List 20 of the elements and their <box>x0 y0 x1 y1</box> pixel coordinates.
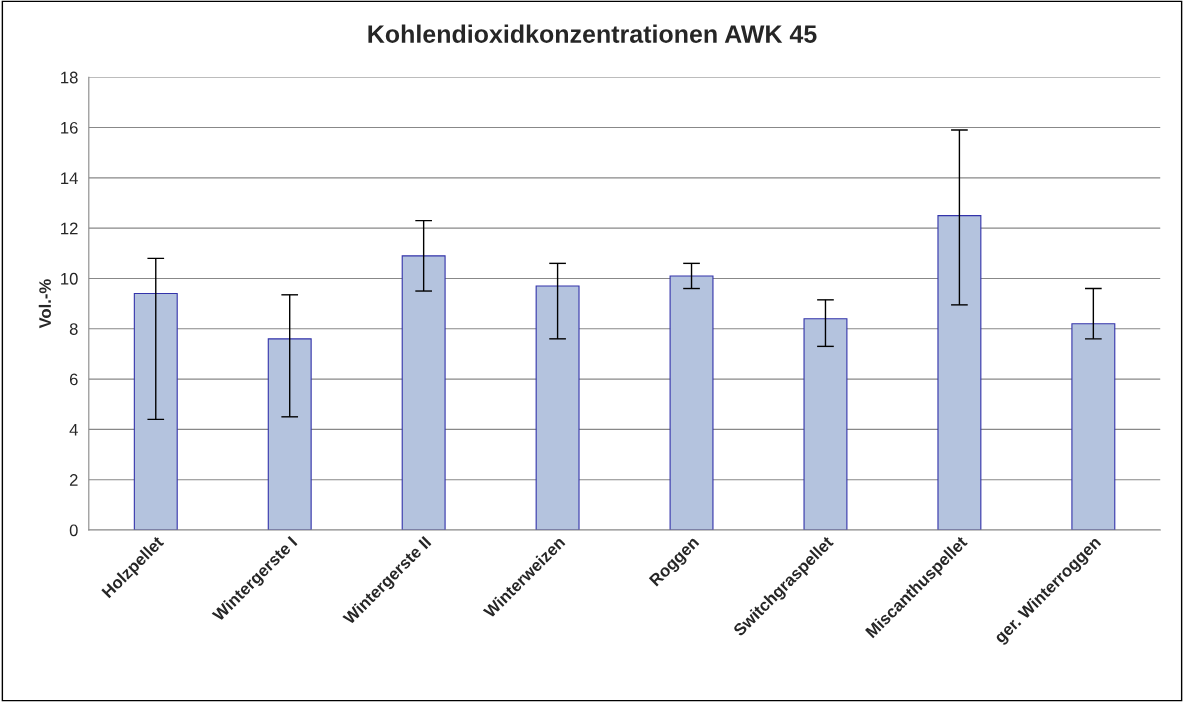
bar <box>803 318 848 531</box>
y-axis-title: Vol.-% <box>38 279 51 329</box>
bar <box>133 292 178 531</box>
chart-title: Kohlendioxidkonzentrationen AWK 45 <box>368 24 817 43</box>
y-tick-label: 18 <box>61 71 78 84</box>
y-tick-label: 12 <box>61 222 78 235</box>
y-tick-label: 6 <box>69 373 78 386</box>
y-tick-label: 14 <box>61 172 78 184</box>
y-tick-label: 2 <box>69 474 78 486</box>
bar <box>669 275 714 531</box>
y-tick-label: 16 <box>61 121 78 134</box>
bar <box>535 285 580 531</box>
bar <box>401 255 446 531</box>
bar <box>267 338 312 531</box>
bar <box>937 215 982 531</box>
y-tick-label: 4 <box>69 423 78 436</box>
y-tick-label: 0 <box>69 524 78 537</box>
y-tick-label: 8 <box>69 323 78 335</box>
bar <box>1071 323 1116 531</box>
y-tick-label: 10 <box>61 272 78 285</box>
